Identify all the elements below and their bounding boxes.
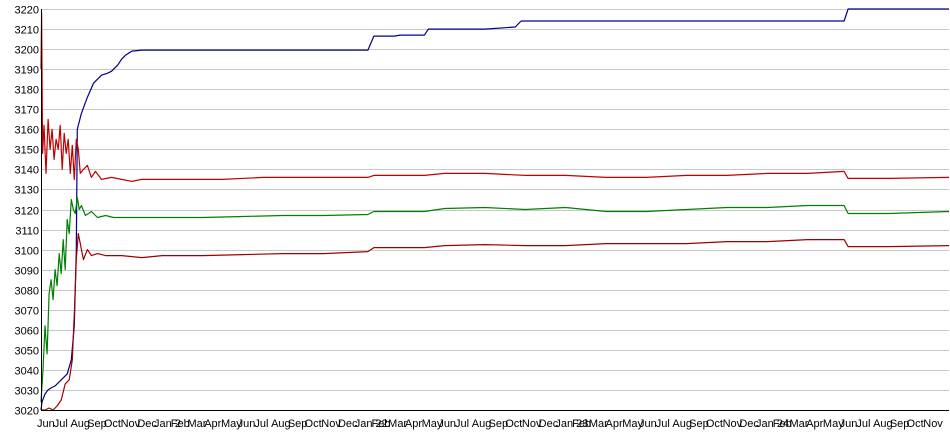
y-tick-label: 3110 [15, 226, 39, 238]
x-tick-label: Dec [338, 418, 358, 430]
y-tick-label: 3080 [15, 286, 39, 298]
series-line-1 [40, 8, 949, 411]
y-tick-label: 3160 [15, 125, 39, 137]
y-tick-label: 3150 [15, 145, 39, 157]
x-tick-label: Mar [589, 418, 608, 430]
y-tick-label: 3130 [15, 185, 39, 197]
y-tick-label: 3100 [15, 246, 39, 258]
grid-lines [41, 9, 949, 411]
y-tick-label: 3120 [15, 206, 39, 218]
x-tick-label: Jul [455, 418, 469, 430]
x-tick-label: Sep [689, 418, 709, 430]
y-axis: 3020 3030 3040 3050 3060 3070 3080 3090 3100 3110… [15, 5, 39, 418]
y-tick-label: 3050 [15, 346, 39, 358]
x-tick-label: Feb [371, 418, 390, 430]
x-tick-label: May [221, 418, 242, 430]
x-tick-label: Nov [923, 418, 943, 430]
x-tick-label: Sep [87, 418, 107, 430]
x-tick-label: Nov [121, 418, 141, 430]
series-line-2 [40, 12, 950, 182]
x-tick-label: Aug [70, 418, 90, 430]
x-tick-label: Jul [656, 418, 670, 430]
x-tick-label: Jun [438, 418, 456, 430]
x-tick-label: Mar [388, 418, 407, 430]
x-tick-label: Sep [488, 418, 508, 430]
x-tick-label: Nov [522, 418, 542, 430]
y-tick-label: 3020 [15, 406, 39, 418]
y-tick-label: 3060 [15, 326, 39, 338]
x-tick-label: Aug [472, 418, 492, 430]
x-tick-label: Jan 2 [154, 418, 181, 430]
y-tick-label: 3170 [15, 105, 39, 117]
x-tick-label: Feb [572, 418, 591, 430]
x-tick-label: Oct [505, 418, 522, 430]
x-tick-label: May [422, 418, 443, 430]
x-tick-label: Dec [739, 418, 759, 430]
x-tick-label: Jan 23 [555, 418, 588, 430]
y-tick-label: 3190 [15, 65, 39, 77]
x-tick-label: May [823, 418, 844, 430]
x-tick-label: Sep [890, 418, 910, 430]
x-tick-label: Nov [723, 418, 743, 430]
x-tick-label: Apr [405, 418, 422, 430]
x-tick-label: Apr [806, 418, 823, 430]
series-line-4 [41, 233, 950, 411]
x-tick-label: Dec [137, 418, 157, 430]
x-tick-label: Dec [539, 418, 559, 430]
series-group [40, 8, 950, 411]
x-tick-label: Jun [37, 418, 55, 430]
x-tick-label: Mar [187, 418, 206, 430]
x-tick-label: Oct [104, 418, 121, 430]
x-tick-label: Jul [254, 418, 268, 430]
x-tick-label: Oct [305, 418, 322, 430]
x-tick-label: Jun [840, 418, 858, 430]
x-tick-label: May [622, 418, 643, 430]
x-tick-label: Feb [171, 418, 190, 430]
y-tick-label: 3090 [15, 266, 39, 278]
y-tick-label: 3030 [15, 386, 39, 398]
x-tick-label: Jul [54, 418, 68, 430]
x-tick-label: Nov [321, 418, 341, 430]
x-tick-label: Oct [706, 418, 723, 430]
x-tick-label: Mar [789, 418, 808, 430]
x-tick-label: Feb [773, 418, 792, 430]
x-tick-label: Jul [856, 418, 870, 430]
x-tick-label: Jun [639, 418, 657, 430]
y-tick-label: 3220 [15, 5, 39, 17]
series-line-3 [40, 196, 950, 403]
x-tick-label: Oct [907, 418, 924, 430]
x-tick-label: Apr [606, 418, 623, 430]
x-tick-label: Aug [672, 418, 692, 430]
x-tick-label: Sep [288, 418, 308, 430]
y-tick-label: 3140 [15, 165, 39, 177]
x-tick-label: Jun [238, 418, 256, 430]
x-tick-label: Aug [873, 418, 893, 430]
x-tick-label: Aug [271, 418, 291, 430]
y-tick-label: 3210 [15, 25, 39, 37]
x-tick-label: Apr [204, 418, 221, 430]
x-tick-label: Jan 22 [355, 418, 388, 430]
y-tick-label: 3070 [15, 306, 39, 318]
x-tick-label: Jan 24 [756, 418, 789, 430]
y-tick-label: 3200 [15, 45, 39, 57]
y-tick-label: 3040 [15, 366, 39, 378]
y-tick-label: 3180 [15, 85, 39, 97]
